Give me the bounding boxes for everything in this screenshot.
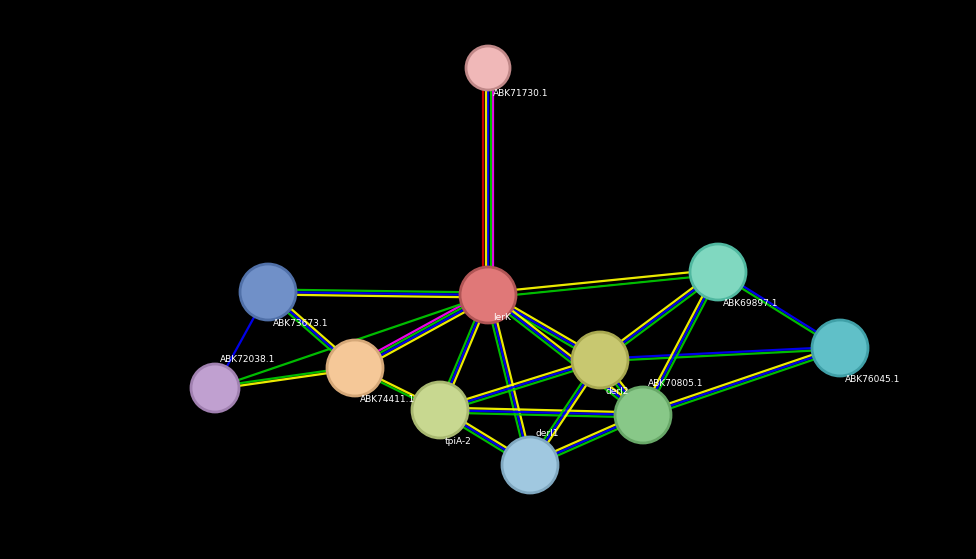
Text: ABK73673.1: ABK73673.1 [273,320,329,329]
Text: derl2: derl2 [605,387,629,396]
Circle shape [502,437,558,493]
Text: ABK71730.1: ABK71730.1 [493,89,549,98]
Text: derl1: derl1 [535,429,558,438]
Text: ABK76045.1: ABK76045.1 [845,376,901,385]
Circle shape [690,244,746,300]
Circle shape [615,387,671,443]
Text: lerK: lerK [493,312,510,321]
Text: ABK70805.1: ABK70805.1 [648,378,704,387]
Circle shape [191,364,239,412]
Text: ABK74411.1: ABK74411.1 [360,396,415,405]
Circle shape [466,46,510,90]
Text: ABK72038.1: ABK72038.1 [220,356,275,364]
Circle shape [412,382,468,438]
Text: tpiA-2: tpiA-2 [445,438,471,447]
Circle shape [327,340,383,396]
Circle shape [240,264,296,320]
Circle shape [572,332,628,388]
Circle shape [460,267,516,323]
Circle shape [812,320,868,376]
Text: ABK69897.1: ABK69897.1 [723,300,779,309]
